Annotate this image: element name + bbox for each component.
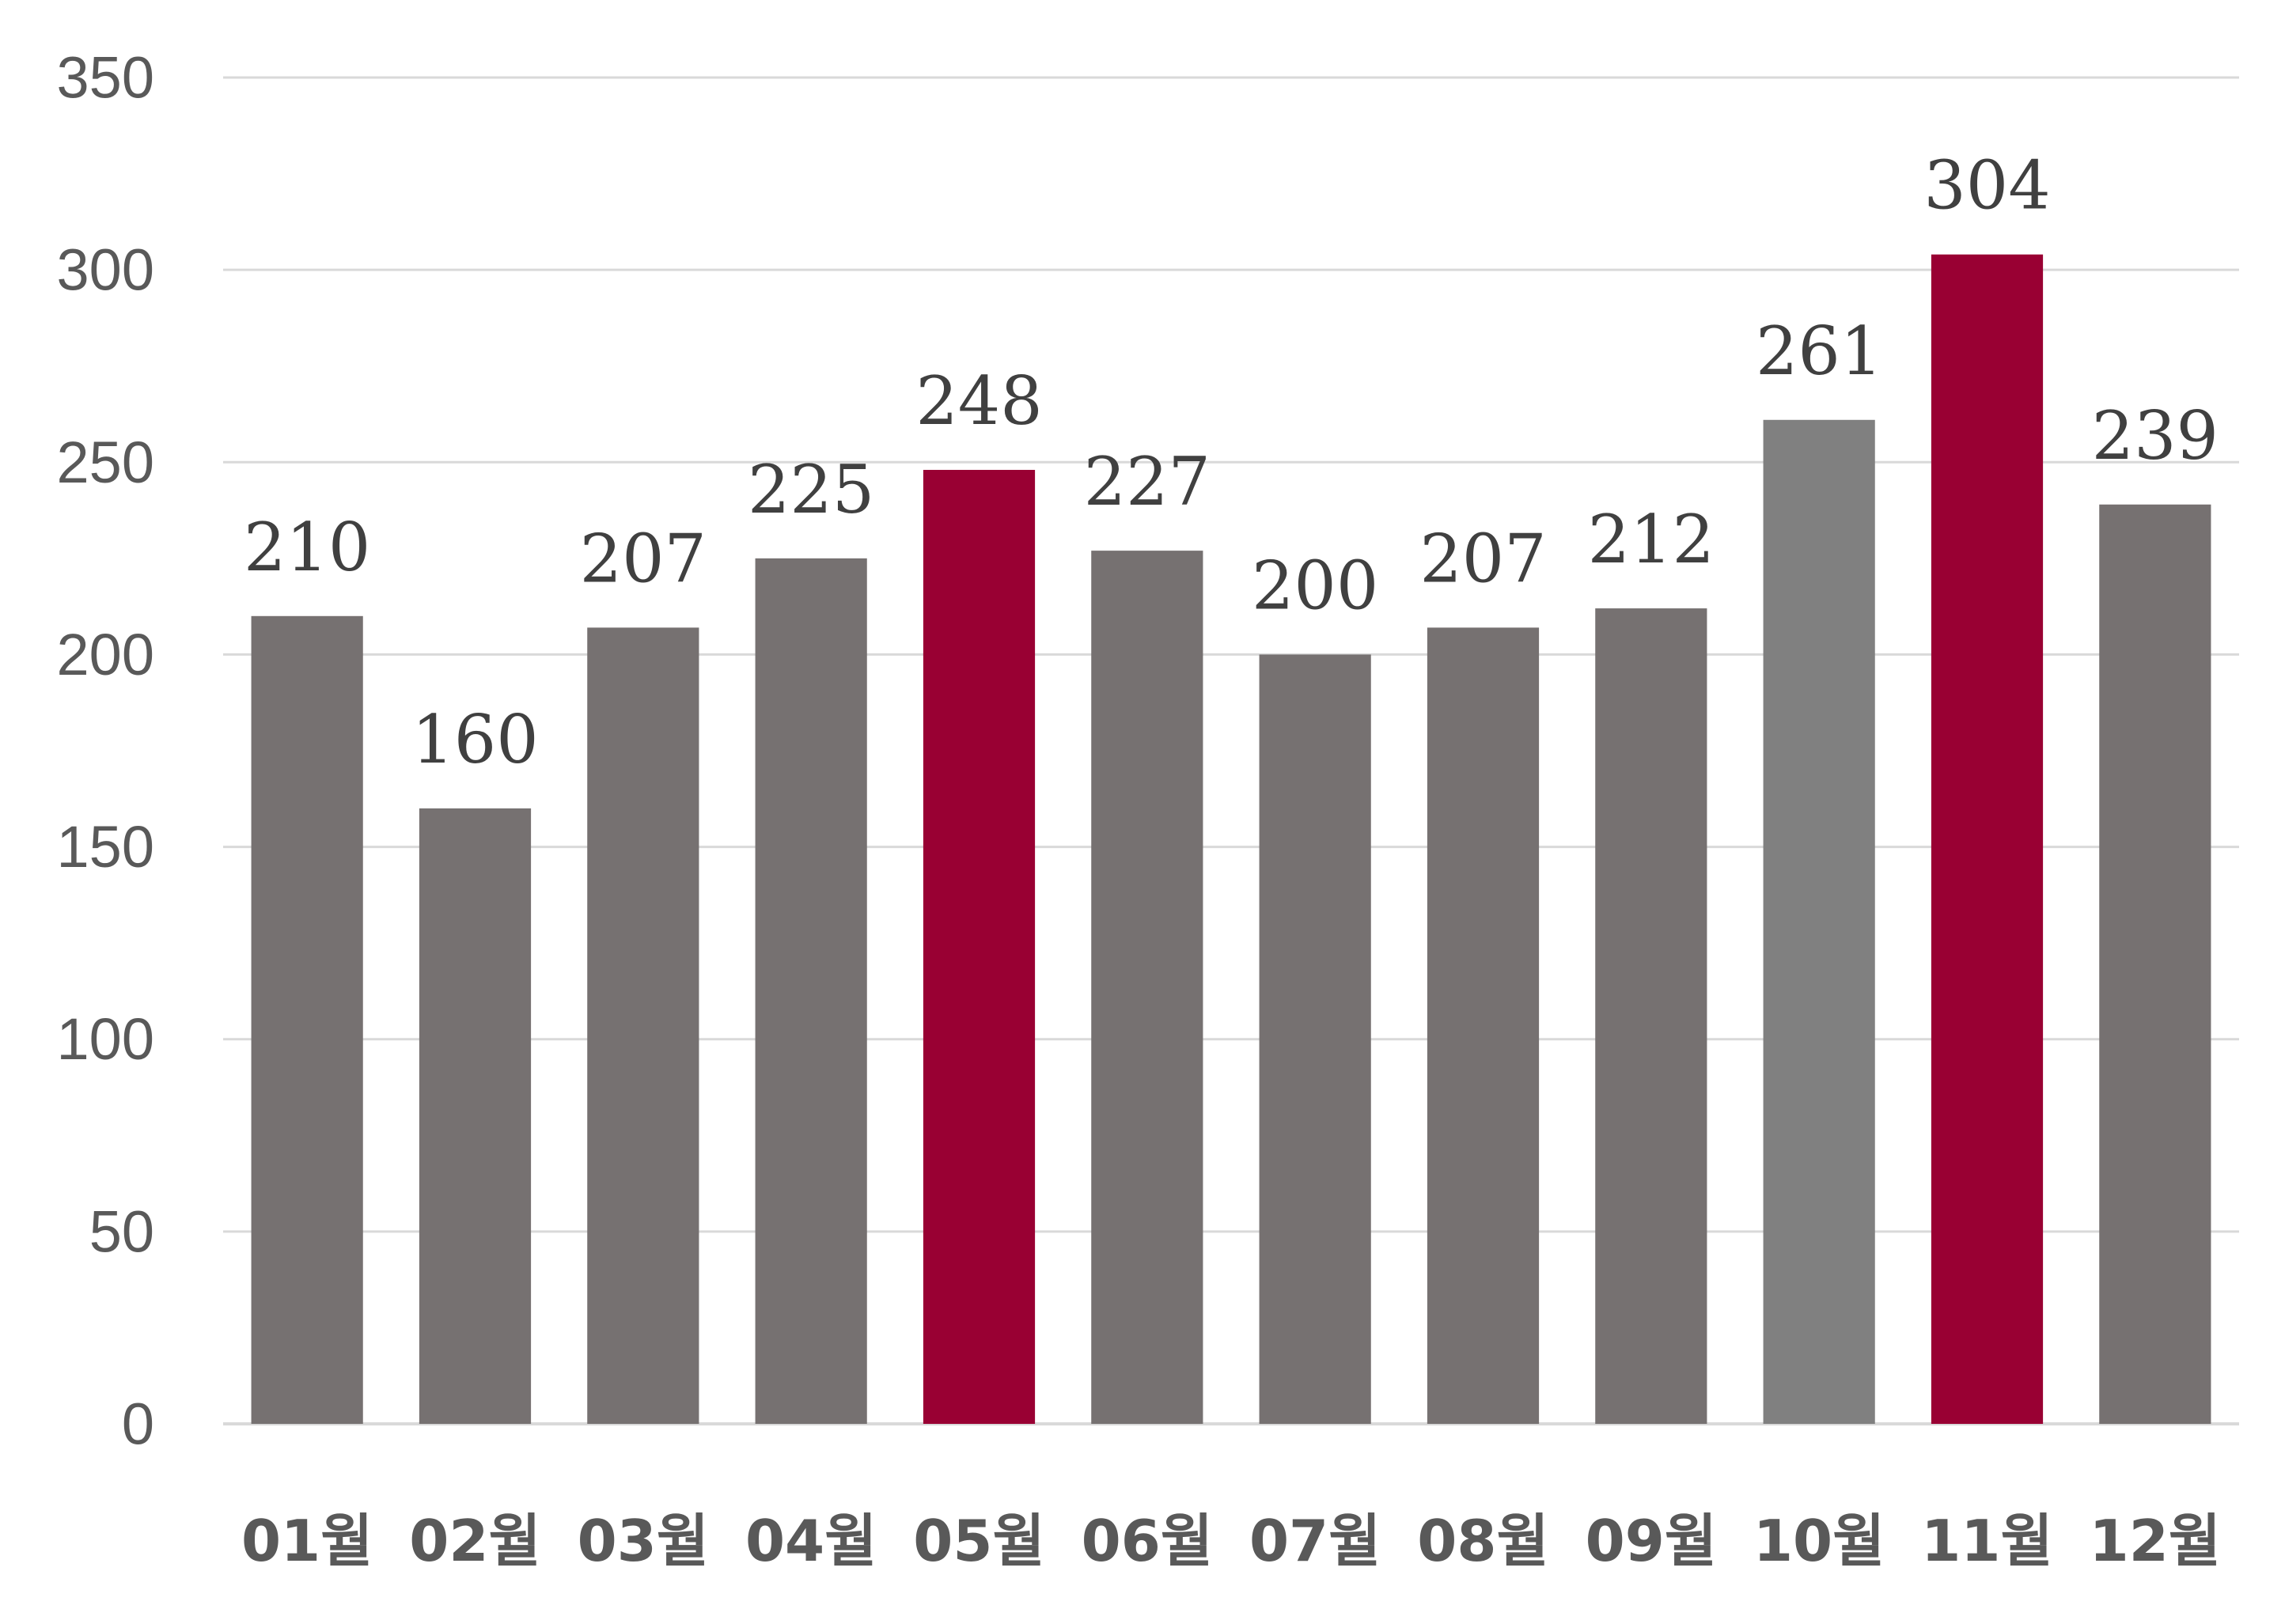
bar-8: [1427, 627, 1540, 1424]
bars: [251, 254, 2211, 1425]
bar-6: [1091, 551, 1203, 1425]
x-tick-label-1: 01월: [241, 1508, 373, 1574]
x-tick-label-7: 07월: [1249, 1508, 1381, 1574]
gridlines: [223, 76, 2239, 1425]
data-label-9: 212: [1588, 501, 1715, 578]
bar-9: [1595, 608, 1707, 1425]
x-tick-label-5: 05월: [913, 1508, 1044, 1574]
y-tick-label-300: 300: [57, 237, 154, 303]
x-tick-label-12: 12월: [2090, 1508, 2221, 1574]
y-tick-label-250: 250: [57, 430, 154, 495]
x-tick-label-4: 04월: [745, 1508, 877, 1574]
x-tick-label-2: 02월: [409, 1508, 540, 1574]
x-tick-label-10: 10월: [1753, 1508, 1885, 1574]
data-labels: 210 160 207 225 248 227 200 207 212 261 304 239: [244, 147, 2219, 778]
data-label-8: 207: [1419, 520, 1546, 597]
data-label-10: 261: [1756, 312, 1882, 390]
bar-4: [755, 558, 867, 1424]
data-label-2: 160: [411, 701, 538, 778]
y-tick-label-350: 350: [57, 45, 154, 111]
x-tick-label-11: 11월: [1921, 1508, 2052, 1574]
y-tick-label-50: 50: [89, 1198, 154, 1264]
bar-1: [251, 615, 363, 1424]
bar-7: [1259, 654, 1371, 1424]
x-tick-label-3: 03월: [578, 1508, 709, 1574]
y-tick-label-200: 200: [57, 622, 154, 687]
bar-2: [419, 808, 532, 1424]
x-tick-label-9: 09월: [1586, 1508, 1717, 1574]
y-tick-label-0: 0: [122, 1391, 154, 1457]
bar-5: [923, 470, 1036, 1424]
x-tick-label-6: 06월: [1082, 1508, 1213, 1574]
x-tick-label-8: 08월: [1417, 1508, 1548, 1574]
bar-11: [1931, 254, 2044, 1425]
bar-10: [1763, 419, 1875, 1424]
data-label-5: 248: [915, 362, 1042, 440]
data-label-7: 200: [1252, 547, 1378, 624]
bar-12: [2099, 504, 2211, 1425]
data-label-12: 239: [2092, 397, 2219, 475]
data-label-1: 210: [244, 509, 370, 586]
data-label-6: 227: [1084, 443, 1211, 521]
bar-3: [587, 627, 699, 1424]
y-axis-ticks: 0 50 100 150 200 250 300 350: [57, 45, 154, 1457]
y-tick-label-100: 100: [57, 1006, 154, 1072]
y-tick-label-150: 150: [57, 814, 154, 880]
x-axis-ticks: 01월 02월 03월 04월 05월 06월 07월 08월 09월 10월 11월 12월: [241, 1508, 2221, 1574]
data-label-3: 207: [580, 520, 707, 597]
data-label-4: 225: [748, 451, 874, 528]
data-label-11: 304: [1923, 147, 2050, 225]
